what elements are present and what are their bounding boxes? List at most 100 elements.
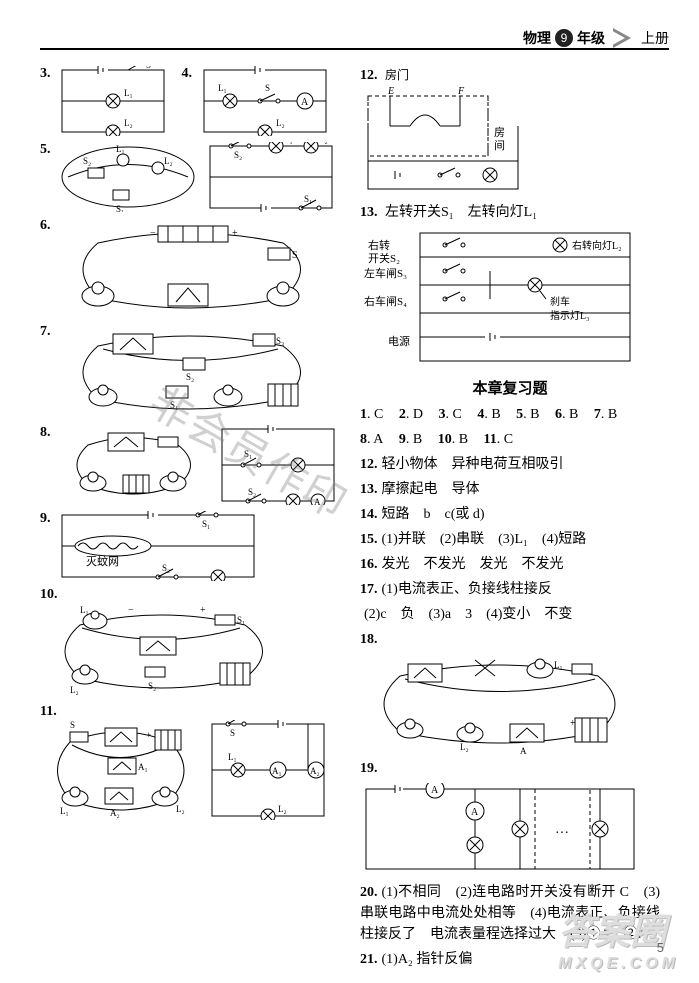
mc-item: 9. B <box>399 429 422 450</box>
svg-text:+: + <box>200 605 206 616</box>
svg-text:L₁: L₁ <box>218 83 227 93</box>
volume-label: 上册 <box>641 28 669 48</box>
subject-label: 物理 <box>523 28 551 48</box>
svg-text:L₂: L₂ <box>124 118 133 128</box>
svg-text:L₁: L₁ <box>284 142 293 144</box>
svg-text:S₂: S₂ <box>83 156 91 166</box>
chevrons-icon <box>613 28 631 48</box>
fig-3: L₁ L₂ S <box>58 66 168 136</box>
item-num: 9. <box>40 511 51 526</box>
svg-text:右车闸S₄: 右车闸S₄ <box>364 294 407 308</box>
svg-text:A₂: A₂ <box>310 766 320 776</box>
item-num: 10. <box>40 587 58 602</box>
svg-text:右转向灯L₂: 右转向灯L₂ <box>572 239 622 252</box>
row-11: 11. S + A₁ L₁ A₂ L₂ S L₁ A₁ <box>40 704 340 820</box>
svg-text:电源: 电源 <box>388 334 410 348</box>
svg-text:L₂: L₂ <box>176 804 185 814</box>
svg-text:L₁: L₁ <box>116 144 125 154</box>
mc-item: 5. B <box>516 404 539 425</box>
brand-top: 答案圈 <box>558 911 666 952</box>
page-number: 5 <box>657 940 664 955</box>
svg-text:房: 房 <box>494 126 505 139</box>
svg-text:S₂: S₂ <box>248 487 256 497</box>
page-header: 物理 9 年级 上册 <box>523 28 669 48</box>
header-rule <box>40 48 669 50</box>
item-num: 5. <box>40 142 51 157</box>
svg-text:−: − <box>150 228 156 239</box>
svg-text:S₁: S₁ <box>116 204 124 212</box>
right-column: 12. 房门 E F 房间 13. 左转开关S₁ 左转向灯L₁ <box>360 60 660 943</box>
fig-r18: L₁ L₂ A + <box>360 654 640 754</box>
left-column: 3. L₁ L₂ S 4. L₁ <box>40 60 340 943</box>
mc-item: 4. B <box>477 404 500 425</box>
fig-r13: 右转开关S₂ 右转向灯L₂ 左车闸S₃ 右车闸S₄ 刹车指示灯L₃ 电源 <box>360 227 640 367</box>
mc-row-1: 1. C 2. D 3. C 4. B 5. B 6. B 7. B <box>360 404 660 425</box>
row-3-4: 3. L₁ L₂ S 4. L₁ <box>40 66 340 136</box>
svg-text:间: 间 <box>494 139 505 152</box>
review-title: 本章复习题 <box>360 377 660 398</box>
fig-8-right: S₁ S₂ A <box>218 425 338 505</box>
fig-5-right: S₂ L₁ L₂ S₁ <box>206 142 336 212</box>
mc-item: 8. A <box>360 429 383 450</box>
svg-text:L₁: L₁ <box>80 605 89 615</box>
svg-text:L₂: L₂ <box>278 804 287 814</box>
svg-text:A₂: A₂ <box>110 808 120 818</box>
svg-text:S₁: S₁ <box>237 615 245 625</box>
svg-text:L₂: L₂ <box>276 118 285 128</box>
q16: 16.发光 不发光 发光 不发光 <box>360 554 660 575</box>
mc-row-2: 8. A 9. B 10. B 11. C <box>360 429 660 450</box>
row-8: 8. S₁ S₂ A <box>40 425 340 505</box>
svg-text:A₁: A₁ <box>138 762 148 772</box>
svg-text:右转: 右转 <box>368 238 390 252</box>
svg-text:S₁: S₁ <box>202 519 210 529</box>
q14: 14.短路 b c(或 d) <box>360 504 660 525</box>
fig-10: L₁ −+ S₁ L₂ S₂ <box>40 603 320 698</box>
svg-text:S₁: S₁ <box>244 449 252 459</box>
door-label: 房门 <box>385 68 409 82</box>
item-num: 7. <box>40 324 51 339</box>
svg-text:指示灯L₃: 指示灯L₃ <box>550 309 590 322</box>
item-num: 13. <box>360 205 378 220</box>
fig-r12: E F 房间 <box>360 86 660 196</box>
svg-text:L₂: L₂ <box>319 142 328 144</box>
row-r13: 13. 左转开关S₁ 左转向灯L₁ <box>360 202 660 223</box>
item-num: 6. <box>40 218 51 233</box>
svg-text:S₁: S₁ <box>304 194 312 204</box>
svg-text:L₁: L₁ <box>124 88 133 98</box>
fig-5-left: S₂ L₁ L₂ S₁ <box>58 142 198 212</box>
q13-text: 左转开关S₁ 左转向灯L₁ <box>385 205 537 220</box>
mosquito-net-label: 灭蚊网 <box>86 554 119 568</box>
item-num: 3. <box>40 66 51 81</box>
q13: 13.摩擦起电 导体 <box>360 479 660 500</box>
svg-text:A₁: A₁ <box>272 766 282 776</box>
svg-text:A: A <box>471 807 479 818</box>
svg-text:+: + <box>232 228 238 239</box>
svg-text:−: − <box>128 605 134 616</box>
fig-8-left <box>58 425 208 505</box>
q17b: (2)c 负 (3)a 3 (4)变小 不变 <box>360 604 660 625</box>
q18: 18. <box>360 629 660 650</box>
mc-item: 7. B <box>594 404 617 425</box>
fig-r19: A A … <box>360 783 640 878</box>
svg-text:S₃: S₃ <box>276 336 284 346</box>
svg-text:S: S <box>70 720 75 730</box>
row-9: 9. S₁ 灭蚊网 S₂ <box>40 511 340 581</box>
svg-text:S: S <box>292 250 298 261</box>
svg-text:开关S₂: 开关S₂ <box>368 251 400 265</box>
fig-7: S₂ S₃ S₁ <box>58 324 338 419</box>
row-r12: 12. 房门 E F 房间 <box>360 66 660 196</box>
mc-item: 11. C <box>484 429 514 450</box>
fig-11-right: S L₁ A₁ A₂ L₂ <box>208 720 328 820</box>
svg-text:L₂: L₂ <box>460 742 469 752</box>
q17a: 17.(1)电流表正、负接线柱接反 <box>360 579 660 600</box>
svg-text:A: A <box>520 746 527 754</box>
svg-text:左车闸S₃: 左车闸S₃ <box>364 266 407 280</box>
mc-item: 3. C <box>438 404 461 425</box>
svg-text:S₂: S₂ <box>186 372 194 382</box>
row-5: 5. S₂ L₁ L₂ S₁ S₂ L₁ L₂ S₁ <box>40 142 340 212</box>
svg-text:S: S <box>265 83 270 93</box>
svg-text:+: + <box>146 730 151 740</box>
svg-text:S₂: S₂ <box>234 150 242 160</box>
mc-item: 2. D <box>399 404 423 425</box>
svg-text:S₂: S₂ <box>148 681 156 691</box>
